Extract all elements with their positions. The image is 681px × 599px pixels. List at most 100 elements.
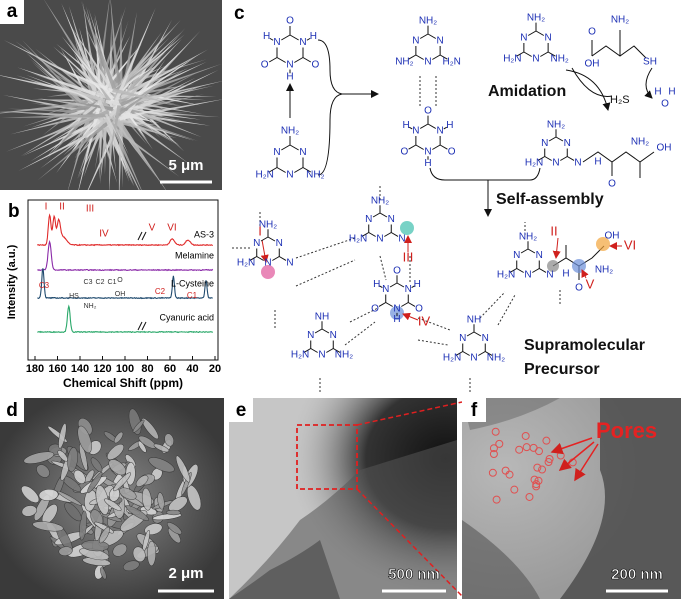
petal: [98, 526, 110, 544]
petal: [135, 475, 149, 487]
atom-label: NH₂: [611, 15, 629, 26]
bond: [384, 232, 392, 237]
petal: [113, 472, 131, 492]
atom-label: NH₂: [550, 53, 568, 64]
atom-label: NH₂: [395, 56, 413, 67]
petal: [123, 560, 140, 572]
y-axis-label: Intensity (a.u.): [6, 244, 18, 319]
bond: [427, 33, 437, 39]
atom-label: N: [376, 234, 383, 245]
atom-label: NH₂: [519, 231, 537, 242]
panel-b: b Intensity (a.u.) Chemical Shift (ppm) …: [6, 199, 221, 390]
atom-label: H: [414, 279, 421, 290]
atom-label: N: [365, 214, 372, 225]
bond: [385, 302, 393, 307]
spectrum: [37, 239, 214, 272]
spike: [100, 110, 110, 185]
peak-label: I: [45, 202, 48, 213]
site-label: III: [403, 249, 414, 264]
petal: [164, 433, 175, 447]
pore: [545, 454, 554, 463]
spike: [0, 75, 100, 100]
atom-label: OH: [605, 231, 620, 242]
peak-label: V: [149, 223, 156, 234]
atom-label: N: [513, 250, 520, 261]
trace-name: Melamine: [175, 250, 214, 260]
pore: [522, 443, 531, 452]
pore: [489, 450, 498, 459]
pore: [525, 492, 534, 501]
petal: [58, 423, 67, 449]
bond: [372, 212, 381, 218]
panel-label: e: [236, 400, 247, 421]
atom-label: N: [412, 36, 419, 47]
bond: [520, 248, 529, 254]
petal: [64, 502, 82, 522]
bond: [443, 126, 448, 130]
bond: [535, 30, 545, 36]
x-tick-label: 20: [209, 363, 221, 375]
bond: [289, 34, 299, 41]
bond: [408, 54, 417, 60]
bond: [294, 57, 304, 63]
spike: [18, 117, 121, 171]
spike: [100, 116, 134, 186]
atom-label: N: [412, 126, 419, 137]
byproduct-label: H₂S: [610, 94, 630, 106]
bond: [379, 212, 388, 218]
bond: [516, 51, 525, 57]
petal: [166, 522, 182, 535]
panel-f: f Pores 200 nm: [462, 398, 681, 599]
atom-label: O: [311, 59, 319, 70]
bond: [326, 348, 334, 353]
atom-label: H: [373, 279, 380, 290]
atom-label: N: [520, 33, 527, 44]
spike: [122, 38, 183, 101]
pore: [491, 427, 500, 436]
atom-label: N: [382, 284, 389, 295]
panel-e: e 500 nm: [229, 398, 463, 599]
spectrum: [36, 213, 213, 247]
bond: [408, 144, 417, 150]
bond: [333, 348, 341, 353]
bond: [302, 57, 312, 63]
petal: [108, 459, 127, 476]
atom-label: NH₂: [371, 195, 389, 206]
petal: [168, 496, 188, 512]
spike: [104, 116, 135, 188]
bond: [268, 57, 278, 63]
site-label: II: [550, 223, 557, 238]
atom-label: N: [405, 284, 412, 295]
x-tick-label: 120: [93, 363, 111, 375]
bond: [361, 232, 369, 237]
spike: [119, 107, 167, 121]
scale-bar-label: 5 μm: [168, 157, 203, 174]
atom-label: NH₂: [306, 169, 324, 180]
atom-label: H₂N: [349, 233, 367, 244]
site-label: V: [586, 276, 595, 291]
bond: [527, 30, 537, 36]
petal: [157, 492, 165, 510]
bond: [478, 351, 486, 356]
bond: [427, 123, 437, 129]
bond: [548, 136, 557, 142]
bond: [368, 232, 376, 237]
petal: [57, 450, 68, 462]
atom-label: N: [388, 214, 395, 225]
bond: [466, 331, 475, 337]
atom-label: O: [415, 303, 423, 314]
atom-label: H: [403, 120, 410, 131]
x-tick-label: 60: [164, 363, 176, 375]
peak-label: C1: [187, 291, 198, 300]
spike: [116, 49, 209, 102]
petal: [21, 505, 38, 517]
bond: [281, 34, 291, 41]
bond: [396, 282, 405, 288]
atom-label: N: [524, 270, 531, 281]
bond: [547, 51, 556, 57]
site-label: VI: [624, 237, 636, 252]
atom-label: NH₂: [595, 265, 613, 276]
bond: [249, 256, 257, 261]
atom-label: NH: [467, 314, 481, 325]
bond: [439, 144, 448, 150]
